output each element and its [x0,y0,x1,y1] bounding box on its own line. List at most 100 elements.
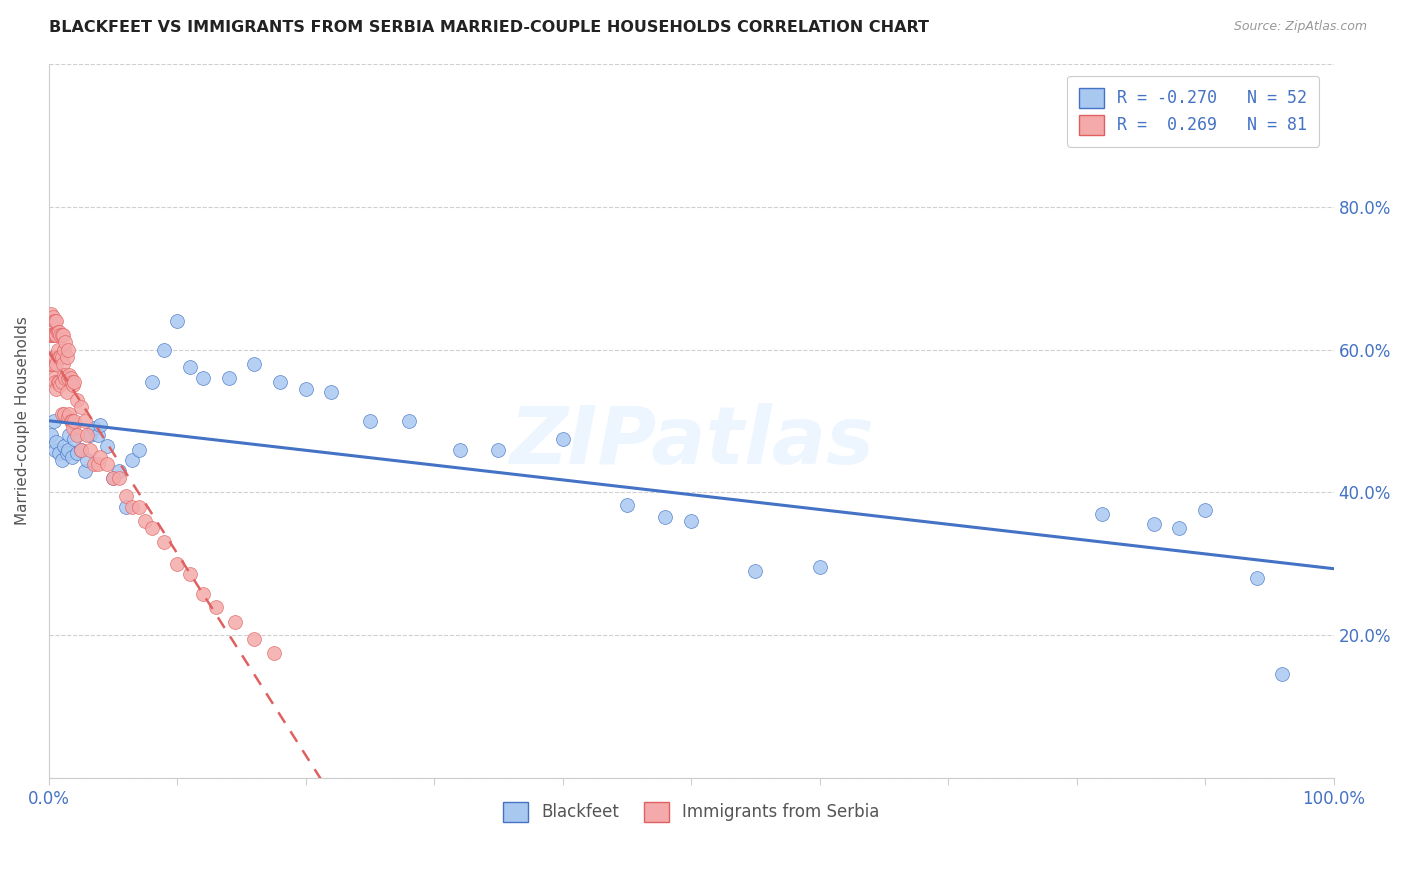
Point [39,328,62,343]
Point [60,414,83,428]
Point [55,350,77,364]
Point [56,410,79,425]
Point [128,500,150,514]
Point [66,428,89,442]
Point [1143,517,1166,532]
Point [51,407,73,421]
Point [53,407,76,421]
Point [153,535,176,549]
Point [46,343,69,357]
Point [39,357,62,371]
Point [1168,521,1191,535]
Point [89,450,111,464]
Point [58,407,80,421]
Point [166,557,188,571]
Point [45,357,67,371]
Point [44,375,66,389]
Point [681,514,703,528]
Point [46,325,69,339]
Point [108,464,131,478]
Point [83,421,105,435]
Point [66,392,89,407]
Point [73,464,96,478]
Point [76,428,98,442]
Point [56,343,79,357]
Point [63,375,86,389]
Point [51,350,73,364]
Point [294,382,316,396]
Point [70,442,93,457]
Point [41,310,63,325]
Point [60,375,83,389]
Point [101,471,124,485]
Point [70,400,93,414]
Point [1271,667,1294,681]
Point [488,442,510,457]
Point [86,457,108,471]
Point [62,421,84,435]
Point [1246,571,1268,585]
Point [321,385,343,400]
Point [73,414,96,428]
Point [42,350,65,364]
Point [53,368,76,382]
Point [41,328,63,343]
Point [44,350,66,364]
Point [41,328,63,343]
Point [263,646,285,660]
Point [204,599,226,614]
Point [76,453,98,467]
Point [115,489,138,503]
Point [48,375,70,389]
Point [49,328,72,343]
Point [96,439,118,453]
Point [243,357,266,371]
Point [60,450,83,464]
Point [49,350,72,364]
Text: BLACKFEET VS IMMIGRANTS FROM SERBIA MARRIED-COUPLE HOUSEHOLDS CORRELATION CHART: BLACKFEET VS IMMIGRANTS FROM SERBIA MARR… [49,20,929,35]
Point [41,357,63,371]
Point [58,368,80,382]
Point [56,442,79,457]
Text: ZIPatlas: ZIPatlas [509,403,873,482]
Point [45,382,67,396]
Point [359,414,381,428]
Point [121,500,143,514]
Text: Source: ZipAtlas.com: Source: ZipAtlas.com [1233,20,1367,33]
Point [115,500,138,514]
Point [1091,507,1114,521]
Point [654,510,676,524]
Point [46,375,69,389]
Point [134,514,156,528]
Point [79,442,101,457]
Point [42,328,65,343]
Point [45,435,67,450]
Point [191,371,214,385]
Point [51,453,73,467]
Point [48,350,70,364]
Point [44,442,66,457]
Point [42,314,65,328]
Point [79,428,101,442]
Point [59,414,82,428]
Point [53,439,76,453]
Point [121,453,143,467]
Point [224,615,246,630]
Point [96,457,118,471]
Point [89,417,111,432]
Point [41,357,63,371]
Point [58,428,80,442]
Point [1194,503,1216,517]
Point [56,371,79,385]
Point [42,414,65,428]
Point [616,498,638,512]
Point [141,375,163,389]
Point [45,328,67,343]
Point [108,471,131,485]
Point [59,371,82,385]
Point [51,375,73,389]
Point [70,442,93,457]
Point [49,378,72,392]
Point [86,428,108,442]
Point [398,414,420,428]
